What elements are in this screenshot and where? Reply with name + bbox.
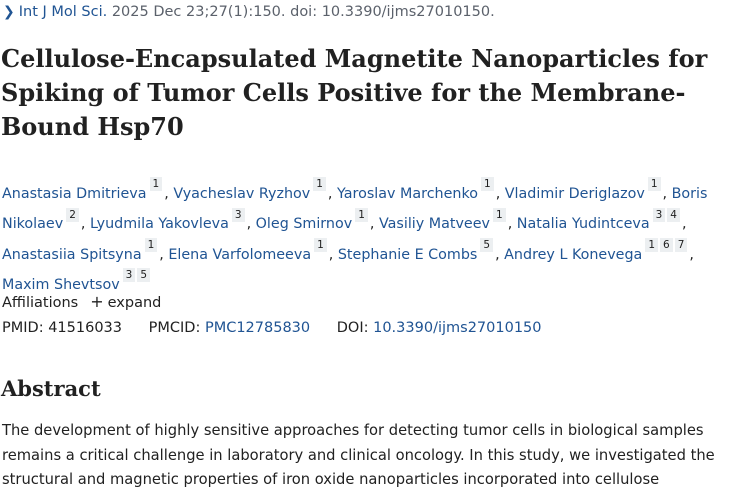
identifiers: PMID: 41516033 PMCID: PMC12785830 DOI: 1… xyxy=(2,320,542,336)
author-affiliations: 1 xyxy=(647,177,663,195)
pmcid-label: PMCID: xyxy=(148,320,201,336)
author-affiliations: 1 xyxy=(355,207,370,225)
authors-list: Anastasia Dmitrieva1, Vyacheslav Ryzhov1… xyxy=(2,177,708,294)
author-link[interactable]: Boris Nikolaev xyxy=(2,185,708,233)
affiliation-number-badge[interactable]: 4 xyxy=(667,207,680,222)
affiliation-number-badge[interactable]: 3 xyxy=(652,207,666,222)
author-affiliations: 2 xyxy=(66,207,81,225)
affiliation-number-badge[interactable]: 1 xyxy=(313,177,326,192)
affiliation-number-badge[interactable]: 7 xyxy=(674,237,688,252)
author-affiliations: 1 xyxy=(144,237,160,256)
chevron-right-icon: ❯ xyxy=(3,4,15,20)
author-affiliations: 5 xyxy=(480,237,495,256)
author-link[interactable]: Vladimir Deriglazov xyxy=(504,185,645,202)
affiliations-label: Affiliations xyxy=(2,295,79,311)
author-affiliations: 1 xyxy=(314,237,329,256)
affiliation-number-badge[interactable]: 1 xyxy=(645,237,658,252)
doi-link[interactable]: 10.3390/ijms27010150 xyxy=(373,320,542,336)
affiliation-number-badge[interactable]: 1 xyxy=(314,237,327,252)
abstract-text: The development of highly sensitive appr… xyxy=(2,422,715,488)
plus-icon: + xyxy=(90,292,104,311)
affiliation-number-badge[interactable]: 1 xyxy=(493,207,506,222)
expand-label: expand xyxy=(107,295,162,311)
affiliation-number-badge[interactable]: 6 xyxy=(660,237,673,252)
citation-details: 2025 Dec 23;27(1):150. doi: 10.3390/ijms… xyxy=(111,4,495,20)
citation: ❯ Int J Mol Sci. 2025 Dec 23;27(1):150. d… xyxy=(3,4,495,20)
author-link[interactable]: Andrey L Konevega xyxy=(504,246,643,263)
author-link[interactable]: Stephanie E Combs xyxy=(337,246,478,263)
author-affiliations: 1 xyxy=(493,207,508,225)
affiliation-number-badge[interactable]: 1 xyxy=(481,177,494,192)
abstract-heading: Abstract xyxy=(1,376,101,401)
author-link[interactable]: Oleg Smirnov xyxy=(255,216,353,233)
journal-link[interactable]: Int J Mol Sci. xyxy=(18,4,108,20)
pmcid-link[interactable]: PMC12785830 xyxy=(204,320,311,336)
affiliation-number-badge[interactable]: 3 xyxy=(231,207,245,222)
author-link[interactable]: Vasiliy Matveev xyxy=(378,216,490,233)
author-link[interactable]: Lyudmila Yakovleva xyxy=(89,216,229,233)
affiliation-number-badge[interactable]: 2 xyxy=(66,207,79,222)
author-link[interactable]: Natalia Yudintceva xyxy=(516,216,650,233)
author-affiliations: 3 xyxy=(231,207,247,225)
doi-label: DOI: xyxy=(336,320,369,336)
pmid-label: PMID: xyxy=(2,320,44,336)
affiliation-number-badge[interactable]: 5 xyxy=(137,268,151,283)
pmid-value: 41516033 xyxy=(48,320,123,336)
author-affiliations: 1 xyxy=(149,177,165,195)
author-affiliations: 1 xyxy=(313,177,328,195)
affiliation-number-badge[interactable]: 3 xyxy=(122,268,136,283)
author-link[interactable]: Anastasia Dmitrieva xyxy=(2,185,147,202)
affiliation-number-badge[interactable]: 5 xyxy=(480,237,494,252)
author-link[interactable]: Maxim Shevtsov xyxy=(2,277,120,294)
affiliations-toggle[interactable]: Affiliations + expand xyxy=(2,292,161,311)
affiliation-number-badge[interactable]: 1 xyxy=(144,237,158,252)
author-link[interactable]: Anastasiia Spitsyna xyxy=(2,246,142,263)
author-link[interactable]: Vyacheslav Ryzhov xyxy=(173,185,311,202)
affiliation-number-badge[interactable]: 1 xyxy=(355,207,368,222)
article-title: Cellulose-Encapsulated Magnetite Nanopar… xyxy=(1,44,708,141)
affiliation-number-badge[interactable]: 1 xyxy=(149,177,163,192)
author-link[interactable]: Yaroslav Marchenko xyxy=(337,185,478,202)
author-affiliations: 1 xyxy=(481,177,496,195)
author-link[interactable]: Elena Varfolomeeva xyxy=(168,246,312,263)
affiliation-number-badge[interactable]: 1 xyxy=(647,177,661,192)
